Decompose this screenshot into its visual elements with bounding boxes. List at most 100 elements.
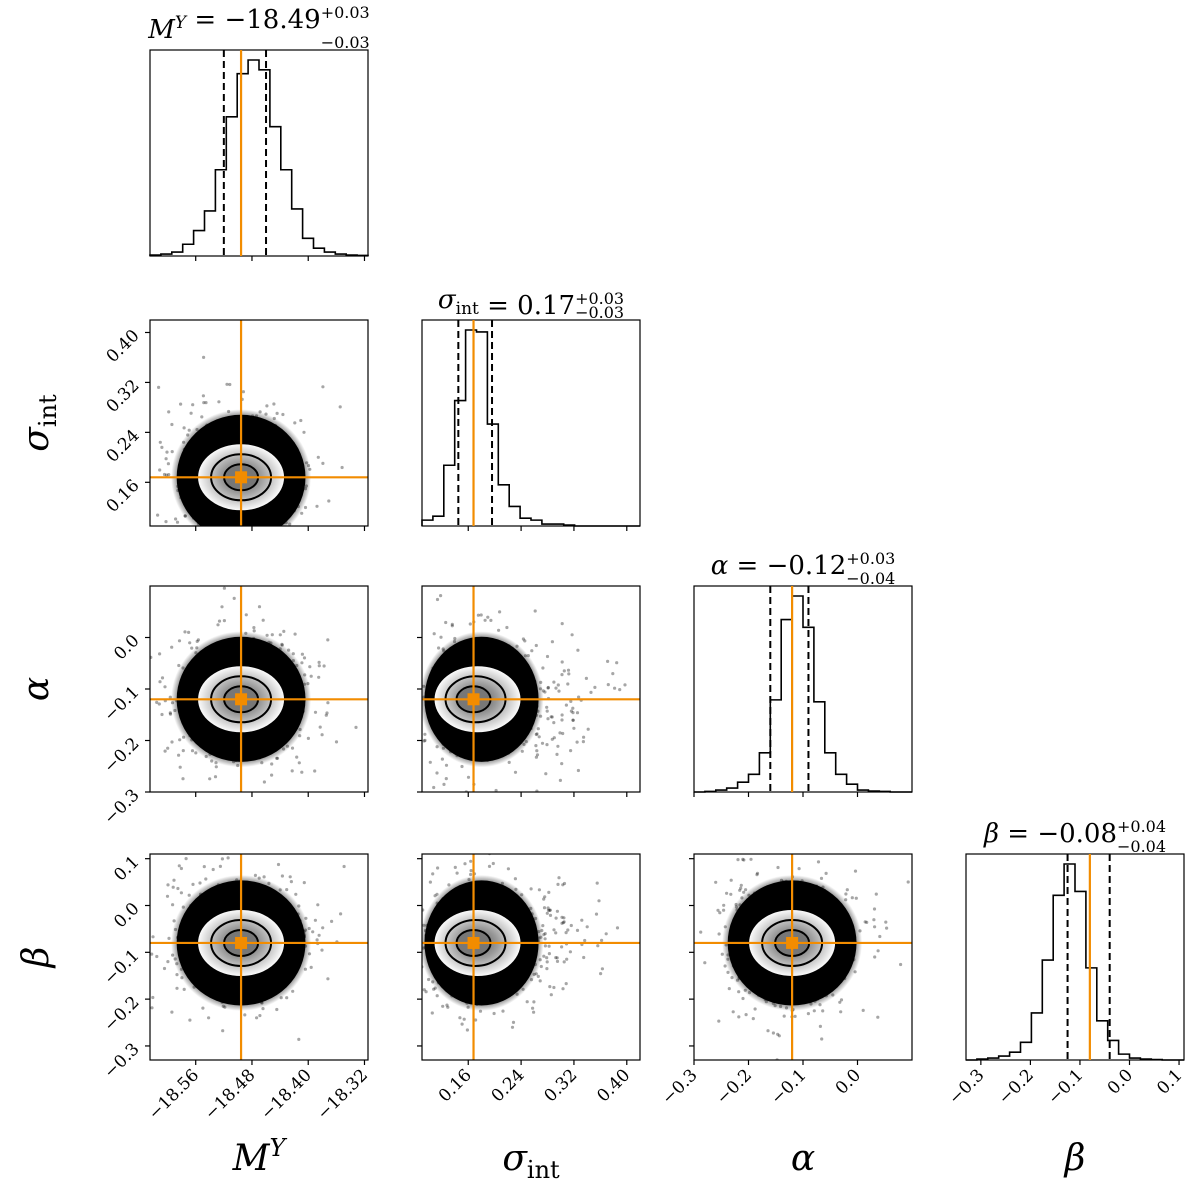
scatter-point <box>165 450 169 454</box>
scatter-point <box>562 669 566 673</box>
scatter-point <box>235 533 238 536</box>
scatter-point <box>444 777 448 781</box>
scatter-point <box>876 949 880 953</box>
scatter-point <box>237 535 240 538</box>
scatter-panel-alpha-beta <box>693 853 913 1061</box>
scatter-point <box>293 421 297 425</box>
scatter-point <box>171 885 175 889</box>
scatter-point <box>876 1015 880 1019</box>
scatter-point <box>469 872 473 877</box>
scatter-point <box>474 1018 478 1022</box>
scatter-point <box>483 618 487 622</box>
scatter-point <box>170 450 174 454</box>
scatter-point <box>195 639 199 644</box>
scatter-point <box>249 545 252 548</box>
scatter-point <box>582 955 586 960</box>
hist-title: MY = −18.49+0.03 <box>147 3 369 45</box>
scatter-point <box>113 517 116 520</box>
scatter-point <box>220 857 224 861</box>
scatter-point <box>280 544 283 547</box>
scatter-point <box>445 1003 449 1007</box>
truth-marker <box>786 936 799 949</box>
scatter-point <box>554 956 558 960</box>
scatter-point <box>174 517 178 521</box>
scatter-point <box>326 977 330 981</box>
scatter-point <box>444 763 449 767</box>
scatter-point <box>751 1017 755 1021</box>
scatter-point <box>776 1032 780 1036</box>
scatter-point <box>320 733 324 737</box>
scatter-point <box>317 933 321 937</box>
scatter-point <box>225 382 229 386</box>
scatter-point <box>205 528 208 531</box>
scatter-point <box>196 638 200 642</box>
scatter-point <box>479 613 483 617</box>
err-plus: +0.03 <box>321 3 370 22</box>
scatter-point <box>534 643 538 648</box>
scatter-point <box>539 964 543 969</box>
y-tick-label: −0.1 <box>100 946 143 989</box>
scatter-point <box>546 908 551 913</box>
scatter-point <box>541 666 545 670</box>
scatter-point <box>818 1024 823 1028</box>
scatter-point <box>423 738 427 743</box>
scatter-point <box>568 950 573 954</box>
scatter-point <box>581 740 586 744</box>
scatter-point <box>884 920 888 924</box>
y-axis-beta-row3 <box>417 858 422 1047</box>
scatter-point <box>274 553 277 556</box>
scatter-point <box>226 547 229 550</box>
scatter-point <box>270 773 274 777</box>
scatter-point <box>317 660 321 665</box>
scatter-point <box>491 861 495 866</box>
x-axis-alpha-row2 <box>693 792 859 797</box>
scatter-point <box>446 1005 450 1009</box>
scatter-point <box>136 511 139 514</box>
scatter-point <box>313 710 318 714</box>
scatter-point <box>555 909 560 913</box>
scatter-point <box>850 896 854 900</box>
scatter-point <box>252 629 256 633</box>
scatter-point <box>213 775 218 779</box>
scatter-point <box>565 957 569 961</box>
scatter-point <box>569 749 573 753</box>
scatter-point <box>290 769 294 773</box>
scatter-point <box>723 964 727 968</box>
scatter-point <box>873 955 877 959</box>
scatter-point <box>415 910 418 913</box>
scatter-point <box>571 711 575 715</box>
scatter-point <box>558 778 563 783</box>
scatter-point <box>606 659 610 664</box>
scatter-point <box>233 530 236 533</box>
scatter-point <box>440 757 444 761</box>
scatter-point <box>175 973 179 977</box>
xlabel-MY: MY <box>232 1134 288 1179</box>
scatter-point <box>166 462 170 466</box>
scatter-point <box>623 683 627 687</box>
scatter-point <box>838 1000 842 1004</box>
scatter-point <box>299 526 302 529</box>
scatter-point <box>615 926 620 930</box>
scatter-point <box>155 700 159 705</box>
scatter-point <box>437 646 441 650</box>
scatter-point <box>576 768 581 773</box>
scatter-point <box>232 596 236 601</box>
scatter-point <box>249 558 252 561</box>
scatter-point <box>418 935 421 938</box>
scatter-point <box>571 718 575 722</box>
scatter-point <box>272 402 276 406</box>
scatter-point <box>739 883 743 887</box>
scatter-point <box>409 924 412 927</box>
scatter-point <box>261 1007 265 1011</box>
scatter-point <box>158 468 162 472</box>
err-plus: +0.03 <box>846 549 895 568</box>
scatter-point <box>469 859 473 863</box>
scatter-point <box>211 539 214 542</box>
scatter-point <box>595 881 599 885</box>
scatter-point <box>552 985 556 990</box>
scatter-point <box>311 930 315 934</box>
scatter-point <box>144 736 147 739</box>
scatter-point <box>558 731 562 735</box>
scatter-point <box>550 715 554 719</box>
scatter-point <box>552 721 556 725</box>
